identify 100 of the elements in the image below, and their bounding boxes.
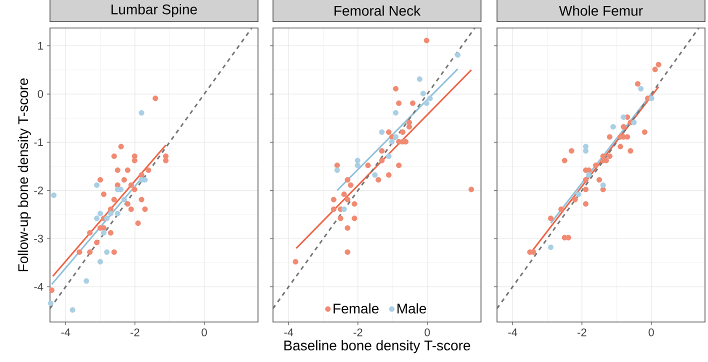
point [84,278,90,284]
point [656,62,662,68]
point [338,216,344,222]
y-tick-label: 1 [38,42,43,50]
point [344,249,350,255]
x-tick-label: 0 [648,328,654,336]
y-tick-label: -2 [34,186,43,194]
point [379,158,385,164]
point [596,177,602,183]
point [334,162,340,168]
x-tick-label: -4 [284,328,294,336]
point [142,206,148,212]
point [424,38,430,44]
point [642,129,648,135]
point [396,162,402,168]
point [94,182,100,188]
point [389,138,395,145]
point [94,216,100,222]
point [51,192,57,198]
x-tick-label: -2 [354,328,362,336]
point [344,177,350,183]
point [372,172,378,178]
point [582,144,589,150]
point [87,230,93,236]
point [87,249,93,255]
point [108,230,114,236]
point [568,148,574,154]
point [392,134,399,140]
point [548,244,554,250]
point [341,191,347,198]
point [352,201,358,207]
legend-label: Female [334,303,379,314]
point [379,148,385,154]
point [132,186,138,192]
legend-label: Male [398,303,426,314]
point [631,120,637,126]
point [330,206,336,212]
point [348,182,354,188]
point [334,167,340,173]
point [562,158,568,164]
point [454,52,461,58]
point [386,172,392,178]
point [406,124,412,130]
point [586,172,592,178]
point [572,196,578,202]
point [376,177,382,183]
point [138,172,144,178]
point [121,177,127,183]
point [124,167,130,173]
point [416,76,422,82]
y-tick-label: -4 [34,283,44,291]
point [427,96,433,102]
point [392,110,399,116]
point [582,148,589,154]
point [628,148,634,154]
point [354,158,360,164]
point [400,129,406,135]
point [468,186,474,192]
point [132,158,138,164]
x-tick-label: -4 [508,328,518,336]
point [652,66,658,72]
point [330,196,336,202]
x-tick-label: 0 [424,328,430,336]
point [558,206,564,212]
point [138,110,144,116]
point [620,114,626,120]
point [576,191,582,198]
x-tick-label: -2 [130,328,140,336]
point [593,162,599,168]
x-tick-label: 0 [202,328,207,336]
x-axis-title: Baseline bone density T-score [284,340,470,354]
point [104,249,110,255]
point [48,300,54,306]
chart-title: Femoral Neck [334,5,421,16]
point [111,249,117,255]
point [97,258,104,265]
point [396,100,402,106]
point [128,182,134,188]
y-axis-title: Follow-up bone density T-score [18,78,31,272]
point [386,129,392,135]
point [406,120,412,126]
point [292,258,298,265]
chart-title: Whole Femur [559,5,643,16]
point [648,96,654,102]
point [114,210,120,216]
point [365,162,371,168]
point [618,144,624,150]
point [354,162,360,168]
point [94,240,100,246]
point [108,210,114,216]
point [341,206,347,212]
chart-title: Lumbar Spine [112,4,197,18]
point [582,186,589,192]
point [606,134,612,140]
point [638,86,644,92]
point [118,144,124,150]
point [114,167,120,173]
point [624,134,630,140]
point [100,191,107,198]
point [146,167,152,173]
